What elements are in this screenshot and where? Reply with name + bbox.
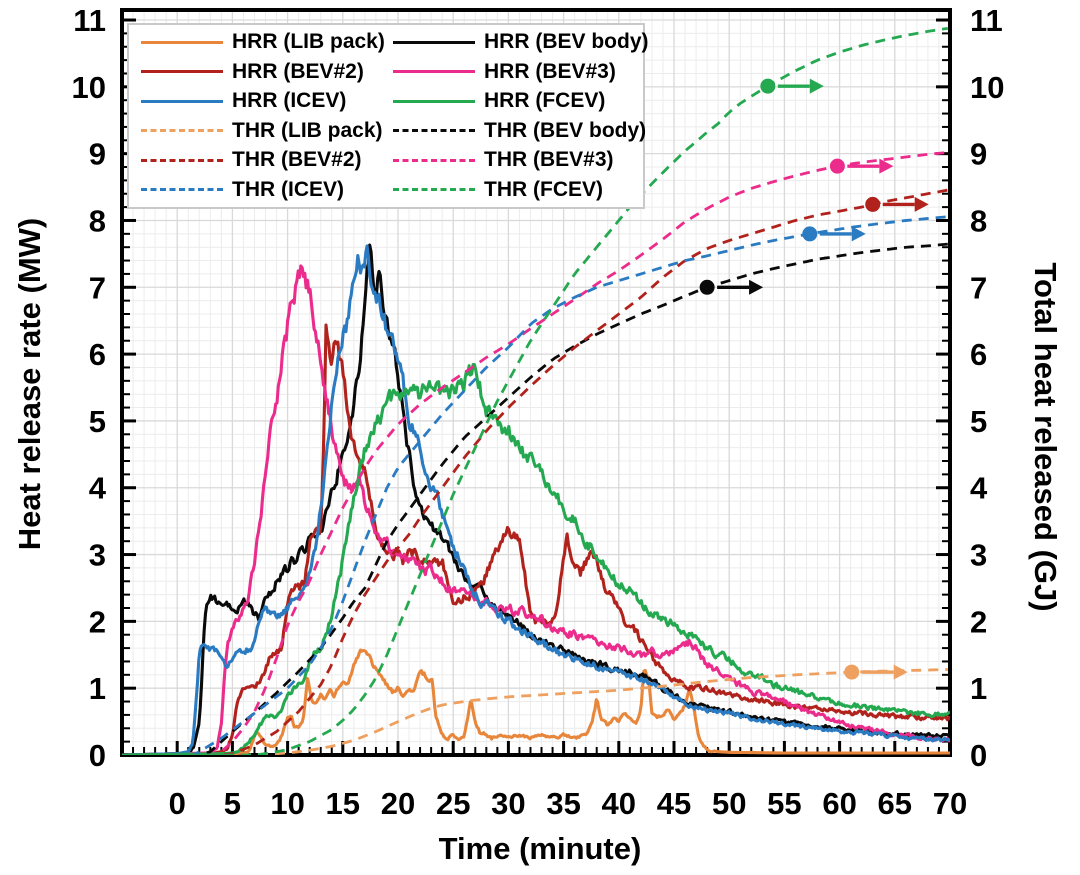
end-marker-THR (BEV body): [699, 279, 764, 295]
svg-text:11: 11: [73, 3, 106, 38]
legend-item-label: HRR (BEV#2): [232, 59, 364, 83]
legend-item-thr-bev-body: THR (BEV body): [393, 116, 649, 145]
legend-line-sample: [393, 188, 475, 192]
series-HRR (ICEV): [122, 244, 950, 755]
svg-text:2: 2: [89, 604, 106, 639]
legend-line-sample: [141, 129, 223, 133]
svg-text:15: 15: [326, 786, 360, 821]
curves: [122, 27, 950, 755]
svg-text:10: 10: [970, 70, 1004, 105]
legend-line-sample: [141, 188, 223, 192]
svg-text:2: 2: [970, 604, 987, 639]
svg-text:45: 45: [657, 786, 691, 821]
series-HRR (LIB pack): [122, 648, 950, 755]
legend-line-sample: [141, 70, 223, 74]
legend-line-sample: [141, 158, 223, 162]
legend-item-thr-icev: THR (ICEV): [141, 175, 393, 204]
svg-text:50: 50: [712, 786, 746, 821]
svg-text:70: 70: [933, 786, 967, 821]
svg-text:5: 5: [224, 786, 241, 821]
end-marker-THR (LIB pack): [844, 664, 908, 680]
svg-text:1: 1: [970, 671, 987, 706]
svg-text:65: 65: [878, 786, 912, 821]
series-HRR (BEV#3): [122, 264, 950, 755]
svg-text:25: 25: [436, 786, 470, 821]
legend-item-label: HRR (FCEV): [484, 89, 606, 113]
legend-item-label: HRR (ICEV): [232, 89, 347, 113]
svg-text:35: 35: [546, 786, 580, 821]
svg-text:8: 8: [89, 203, 106, 238]
series-HRR (BEV#2): [122, 323, 950, 755]
legend-item-label: HRR (BEV#3): [484, 59, 616, 83]
series-THR (BEV body): [122, 242, 948, 755]
legend-line-sample: [141, 99, 223, 103]
svg-text:9: 9: [970, 137, 987, 172]
legend-item-label: THR (ICEV): [232, 177, 344, 201]
legend-line-sample: [393, 40, 475, 44]
svg-text:7: 7: [89, 270, 106, 305]
svg-text:0: 0: [970, 738, 987, 773]
legend-line-sample: [393, 129, 475, 133]
legend-item-label: HRR (LIB pack): [232, 30, 385, 54]
legend-item-label: THR (FCEV): [484, 177, 603, 201]
series-THR (FCEV): [122, 27, 948, 755]
svg-text:9: 9: [89, 137, 106, 172]
svg-text:3: 3: [970, 538, 987, 573]
legend: HRR (LIB pack) HRR (BEV body) HRR (BEV#2) H…: [127, 23, 649, 209]
legend-item-thr-fcev: THR (FCEV): [393, 175, 649, 204]
legend-item-label: HRR (BEV body): [484, 30, 649, 54]
legend-item-label: THR (BEV body): [484, 118, 647, 142]
legend-item-hrr-icev: HRR (ICEV): [141, 87, 393, 116]
svg-text:10: 10: [72, 70, 106, 105]
svg-text:30: 30: [491, 786, 525, 821]
end-marker-THR (FCEV): [760, 78, 824, 94]
legend-line-sample: [393, 99, 475, 103]
legend-item-thr-lib-pack: THR (LIB pack): [141, 116, 393, 145]
legend-item-thr-bev-3: THR (BEV#3): [393, 146, 649, 175]
legend-item-hrr-fcev: HRR (FCEV): [393, 87, 649, 116]
legend-item-label: THR (BEV#2): [232, 148, 362, 172]
end-marker-THR (BEV#3): [829, 158, 894, 174]
svg-text:0: 0: [169, 786, 186, 821]
legend-item-thr-bev-2: THR (BEV#2): [141, 146, 393, 175]
legend-item-hrr-bev-3: HRR (BEV#3): [393, 57, 649, 86]
svg-text:10: 10: [270, 786, 304, 821]
legend-item-label: THR (BEV#3): [484, 148, 614, 172]
svg-text:40: 40: [602, 786, 636, 821]
svg-text:3: 3: [89, 538, 106, 573]
legend-item-label: THR (LIB pack): [232, 118, 383, 142]
legend-item-hrr-bev-2: HRR (BEV#2): [141, 57, 393, 86]
end-marker-THR (BEV#2): [865, 196, 929, 212]
svg-text:11: 11: [970, 3, 1003, 38]
svg-text:0: 0: [89, 738, 106, 773]
legend-line-sample: [141, 40, 223, 44]
svg-text:8: 8: [970, 203, 987, 238]
svg-text:4: 4: [970, 471, 988, 506]
legend-line-sample: [393, 70, 475, 74]
svg-text:6: 6: [970, 337, 987, 372]
svg-text:7: 7: [970, 270, 987, 305]
svg-text:1: 1: [89, 671, 106, 706]
svg-text:20: 20: [381, 786, 415, 821]
svg-text:5: 5: [970, 404, 987, 439]
end-marker-THR (ICEV): [802, 226, 866, 242]
svg-text:55: 55: [767, 786, 801, 821]
svg-text:6: 6: [89, 337, 106, 372]
tick-labels: 0 5 10 15 20 25 30 35 40 45 50 55 60 65 70012345678910…: [72, 3, 1005, 821]
legend-line-sample: [393, 158, 475, 162]
legend-item-hrr-bev-body: HRR (BEV body): [393, 28, 649, 57]
legend-item-hrr-lib-pack: HRR (LIB pack): [141, 28, 393, 57]
series-HRR (FCEV): [122, 362, 950, 755]
svg-text:5: 5: [89, 404, 106, 439]
series-THR (BEV#2): [122, 188, 949, 755]
svg-text:4: 4: [89, 471, 107, 506]
svg-text:60: 60: [822, 786, 856, 821]
